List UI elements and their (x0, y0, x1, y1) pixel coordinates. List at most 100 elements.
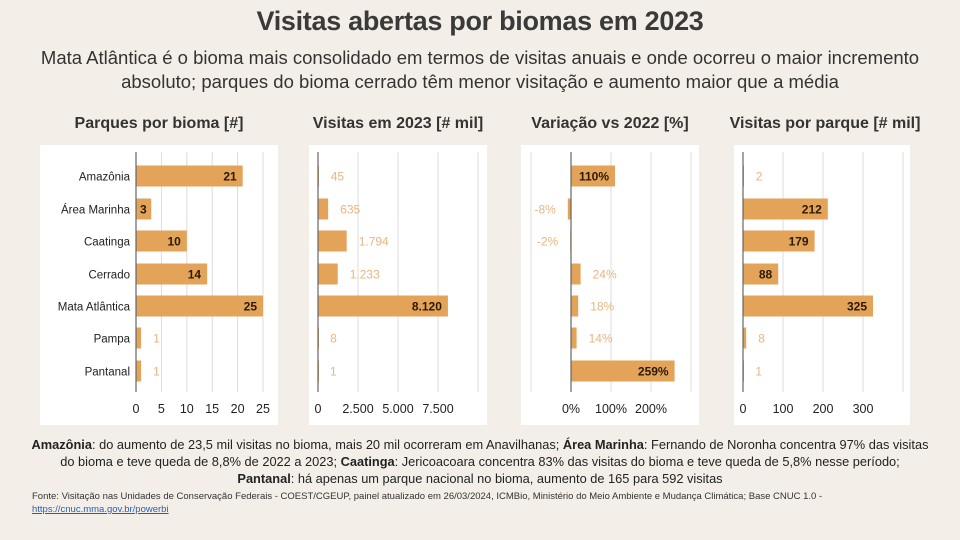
data-label: 2 (756, 170, 763, 184)
bar (318, 295, 448, 317)
panel-title-parques: Parques por bioma [#] (74, 115, 244, 132)
data-label: 635 (340, 203, 360, 217)
tick-label: 15 (205, 402, 219, 416)
panel-title-visitas-parque: Visitas por parque [# mil] (729, 115, 921, 132)
bar (570, 230, 572, 252)
tick-label: 100 (773, 402, 794, 416)
tick-label: 300 (853, 402, 874, 416)
category-label: Mata Atlântica (58, 302, 131, 314)
tick-label: 5 (158, 402, 165, 416)
page-subtitle: Mata Atlântica é o bioma mais consolidad… (40, 47, 920, 92)
data-label: 14% (589, 332, 613, 346)
note-caatinga-label: Caatinga (340, 454, 395, 469)
note-caatinga-text: : Jericoacoara concentra 83% das visitas… (394, 454, 900, 469)
data-label: 21 (223, 170, 237, 184)
bar (318, 230, 347, 252)
bar (136, 263, 208, 285)
data-label: 3 (140, 203, 147, 217)
panel-background (40, 145, 278, 425)
category-label: Amazônia (79, 172, 131, 184)
tick-label: 0 (740, 402, 747, 416)
bar (136, 360, 142, 382)
tick-label: 200 (813, 402, 834, 416)
data-label: 88 (759, 268, 773, 282)
data-label: 1 (330, 365, 337, 379)
tick-label: 5.000 (382, 402, 413, 416)
data-label: 1 (755, 365, 762, 379)
bar (743, 165, 744, 187)
bar (318, 327, 319, 349)
tick-label: 200% (635, 402, 667, 416)
tick-label: 0 (133, 402, 140, 416)
data-label: 18% (590, 300, 614, 314)
bar (567, 198, 571, 220)
category-label: Pantanal (85, 367, 130, 379)
note-amazonia-label: Amazônia (31, 437, 92, 452)
page-title: Visitas abertas por biomas em 2023 (256, 6, 704, 36)
bar (571, 263, 581, 285)
data-label: 1 (153, 332, 160, 346)
data-label: 110% (579, 170, 609, 184)
data-label: 1 (153, 365, 160, 379)
bar (136, 198, 152, 220)
tick-label: 100% (595, 402, 627, 416)
tick-label: 2.500 (342, 402, 373, 416)
category-label: Cerrado (88, 270, 130, 282)
data-label: 8 (330, 332, 337, 346)
note-pantanal-text: : há apenas um parque nacional no bioma,… (290, 471, 723, 486)
bar (571, 327, 577, 349)
data-label: 1.794 (359, 235, 389, 249)
tick-label: 25 (256, 402, 270, 416)
bar (743, 230, 815, 252)
tick-label: 20 (231, 402, 245, 416)
note-amazonia-text: : do aumento de 23,5 mil visitas no biom… (91, 437, 563, 452)
data-label: 1.233 (350, 268, 380, 282)
footnotes: Amazônia: do aumento de 23,5 mil visitas… (30, 436, 930, 487)
tick-label: 7.500 (422, 402, 453, 416)
tick-label: 10 (180, 402, 194, 416)
category-label: Pampa (94, 334, 131, 346)
bar (571, 360, 675, 382)
bar (136, 295, 263, 317)
note-area-marinha-label: Área Marinha (562, 437, 644, 452)
bar (571, 295, 579, 317)
bar (318, 165, 319, 187)
panel-background (521, 145, 699, 425)
data-label: -8% (534, 203, 556, 217)
panel-background (734, 145, 910, 425)
data-label: 14 (188, 268, 202, 282)
panel-background (309, 145, 487, 425)
data-label: 45 (331, 170, 345, 184)
data-label: 325 (847, 300, 867, 314)
category-label: Área Marinha (61, 204, 131, 217)
bar (318, 198, 329, 220)
bar (318, 263, 338, 285)
data-label: 25 (244, 300, 258, 314)
tick-label: 0% (562, 402, 580, 416)
source-link[interactable]: https://cnuc.mma.gov.br/powerbi (32, 504, 169, 515)
note-pantanal-label: Pantanal (237, 471, 291, 486)
panel-title-visitas: Visitas em 2023 [# mil] (312, 115, 484, 132)
source-text: Fonte: Visitação nas Unidades de Conserv… (32, 491, 823, 502)
data-label: 179 (789, 235, 809, 249)
data-label: 8.120 (412, 300, 442, 314)
bar (743, 360, 744, 382)
bar (136, 327, 142, 349)
data-label: 212 (802, 203, 822, 217)
category-label: Caatinga (84, 237, 131, 249)
panel-title-variacao: Variação vs 2022 [%] (531, 115, 689, 132)
data-label: -2% (537, 235, 559, 249)
data-label: 10 (167, 235, 181, 249)
tick-label: 0 (315, 402, 322, 416)
bar (743, 327, 747, 349)
bar (743, 198, 828, 220)
bar (743, 295, 873, 317)
data-label: 8 (758, 332, 765, 346)
source-note: Fonte: Visitação nas Unidades de Conserv… (32, 490, 932, 516)
bar (318, 360, 319, 382)
data-label: 24% (593, 268, 617, 282)
bar (136, 230, 187, 252)
data-label: 259% (638, 365, 669, 379)
bar (136, 165, 243, 187)
note-area-marinha-text: : Fernando de Noronha concentra 97% das … (60, 437, 929, 469)
